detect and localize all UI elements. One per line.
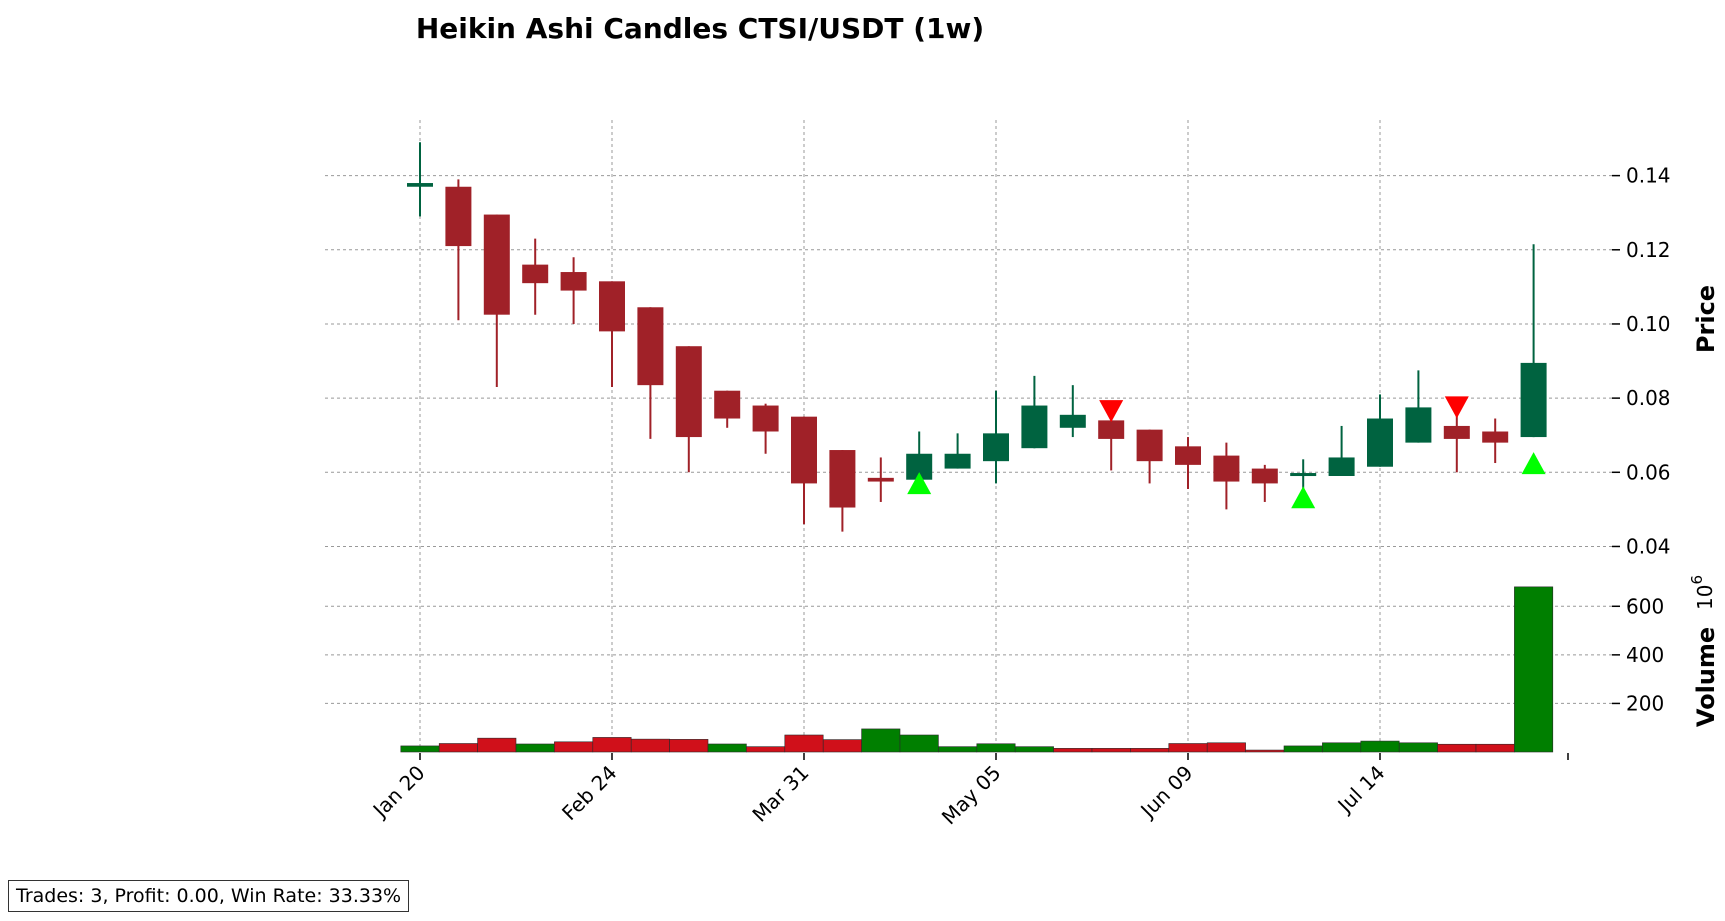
volume-bar [592, 737, 632, 753]
volume-multiplier-exp: 6 [1688, 575, 1706, 585]
candle-body [1367, 418, 1393, 467]
volume-bar [976, 743, 1016, 753]
candle-body [1290, 473, 1317, 477]
candle-body [1021, 405, 1048, 449]
candle-body [445, 186, 472, 247]
x-tick-label: Jun 09 [1135, 761, 1198, 824]
grid [325, 120, 1612, 752]
volume-bar [1398, 742, 1438, 753]
candle-body [791, 416, 817, 484]
buy-signal-marker [907, 472, 932, 495]
volume-bar [1168, 743, 1208, 753]
volume-tick-label: 200 [1626, 691, 1664, 715]
volume-bar [477, 737, 517, 753]
candle-body [599, 281, 625, 332]
candle-body [1328, 457, 1355, 476]
x-tick-label: Feb 24 [557, 761, 622, 826]
candle-body [1482, 431, 1509, 443]
candle-body [944, 453, 971, 469]
candle-body [522, 264, 549, 284]
volume-bar [1206, 742, 1246, 753]
volume-bar [1475, 743, 1515, 753]
sell-signal-marker [1099, 400, 1124, 423]
volume-bar [1053, 748, 1093, 753]
trade-signals [907, 396, 1546, 509]
volume-bar [707, 743, 747, 753]
axes: Jan 20 Feb 24 Mar 31 May 05 Jun 09 Jul 14 0.04… [367, 164, 1671, 830]
candle-body [1520, 362, 1547, 438]
volume-bar [1283, 745, 1323, 753]
candle-body [1443, 425, 1470, 439]
candle-body [1251, 468, 1278, 484]
volume-tick-label: 600 [1626, 594, 1664, 618]
candle-body [1059, 414, 1086, 428]
volume-bar [1130, 748, 1170, 753]
price-tick-label: 0.06 [1626, 460, 1671, 484]
candle-body [483, 214, 510, 315]
volume-bars [400, 586, 1554, 753]
volume-bar [1437, 743, 1477, 753]
volume-multiplier: 106 [1688, 575, 1717, 610]
candle-body [752, 405, 779, 432]
volume-axis-label: Volume [1692, 627, 1720, 727]
candle-body [1175, 446, 1201, 465]
price-tick-label: 0.12 [1626, 238, 1671, 262]
x-tick-label: Jul 14 [1332, 761, 1390, 819]
x-tick-label: May 05 [937, 761, 1006, 830]
volume-bar [1360, 740, 1400, 753]
price-tick-label: 0.10 [1626, 312, 1671, 336]
volume-bar [669, 739, 709, 753]
candle-body [1136, 429, 1163, 462]
candle-body [1213, 455, 1240, 482]
volume-bar [1322, 742, 1362, 753]
x-tick-label: Jan 20 [367, 761, 430, 824]
volume-bar [822, 739, 862, 753]
candle-body [637, 307, 664, 386]
volume-bar [400, 745, 440, 753]
buy-signal-marker [1291, 486, 1316, 509]
candle-body [407, 183, 433, 187]
volume-tick-label: 400 [1626, 643, 1664, 667]
volume-bar [438, 743, 478, 753]
volume-bar [630, 738, 670, 753]
volume-bar [784, 734, 824, 753]
price-tick-label: 0.14 [1626, 164, 1671, 188]
candle-body [867, 477, 894, 482]
volume-multiplier-base: 10 [1693, 585, 1717, 610]
volume-bar [938, 746, 978, 753]
candle-body [1405, 407, 1432, 443]
volume-bar [861, 728, 901, 753]
price-tick-label: 0.04 [1626, 534, 1671, 558]
buy-signal-marker [1521, 452, 1546, 475]
volume-bar [1514, 586, 1554, 753]
volume-bar [746, 746, 786, 753]
price-tick-label: 0.08 [1626, 386, 1671, 410]
candle-body [1098, 420, 1125, 439]
volume-bar [1091, 748, 1131, 753]
sell-signal-marker [1444, 396, 1469, 419]
volume-bar [515, 743, 555, 753]
candle-body [714, 390, 741, 419]
price-axis-label: Price [1692, 285, 1720, 353]
volume-bar [1245, 749, 1285, 753]
candle-body [560, 272, 587, 291]
x-tick-label: Mar 31 [747, 761, 813, 827]
candle-body [983, 433, 1009, 462]
volume-bar [554, 741, 594, 753]
candle-body [675, 346, 702, 438]
candles [407, 142, 1547, 532]
volume-bar [899, 734, 939, 753]
volume-bar [1014, 746, 1054, 753]
stats-box: Trades: 3, Profit: 0.00, Win Rate: 33.33… [8, 880, 410, 912]
chart-title: Heikin Ashi Candles CTSI/USDT (1w) [416, 12, 984, 45]
stats-text: Trades: 3, Profit: 0.00, Win Rate: 33.33… [16, 885, 402, 907]
candle-body [829, 450, 856, 508]
